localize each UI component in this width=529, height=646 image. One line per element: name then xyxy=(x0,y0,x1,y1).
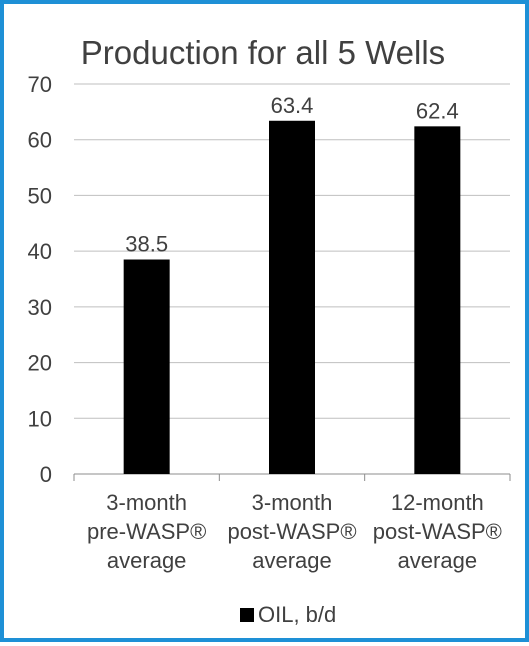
bar-chart: Production for all 5 Wells 0 10 20 30 40 50 60… xyxy=(28,34,511,627)
data-labels: 38.5 63.4 62.4 xyxy=(125,93,458,257)
legend-label-oil: OIL, b/d xyxy=(258,602,336,627)
x-category-label: 3-month pre-WASP® average xyxy=(87,490,206,573)
x-axis-category-labels: 3-month pre-WASP® average 3-month post-WASP®… xyxy=(87,490,502,573)
y-tick-label: 60 xyxy=(28,128,52,153)
y-tick-label: 70 xyxy=(28,72,52,97)
data-label: 63.4 xyxy=(271,93,314,118)
y-tick-label: 50 xyxy=(28,183,52,208)
legend-swatch-oil xyxy=(240,608,254,622)
bar-3 xyxy=(414,126,461,474)
bars xyxy=(123,120,461,475)
y-tick-label: 20 xyxy=(28,351,52,376)
data-label: 38.5 xyxy=(125,232,168,257)
data-label: 62.4 xyxy=(416,98,459,123)
y-tick-label: 40 xyxy=(28,239,52,264)
bar-1 xyxy=(123,259,170,474)
bar-2 xyxy=(269,120,315,475)
y-tick-label: 0 xyxy=(40,462,52,487)
y-tick-label: 10 xyxy=(28,406,52,431)
x-category-label: 12-month post-WASP® average xyxy=(373,490,502,573)
legend: OIL, b/d xyxy=(240,602,336,627)
y-tick-label: 30 xyxy=(28,295,52,320)
x-category-label: 3-month post-WASP® average xyxy=(227,490,356,573)
chart-title: Production for all 5 Wells xyxy=(81,34,445,71)
y-axis-tick-labels: 0 10 20 30 40 50 60 70 xyxy=(28,72,52,487)
